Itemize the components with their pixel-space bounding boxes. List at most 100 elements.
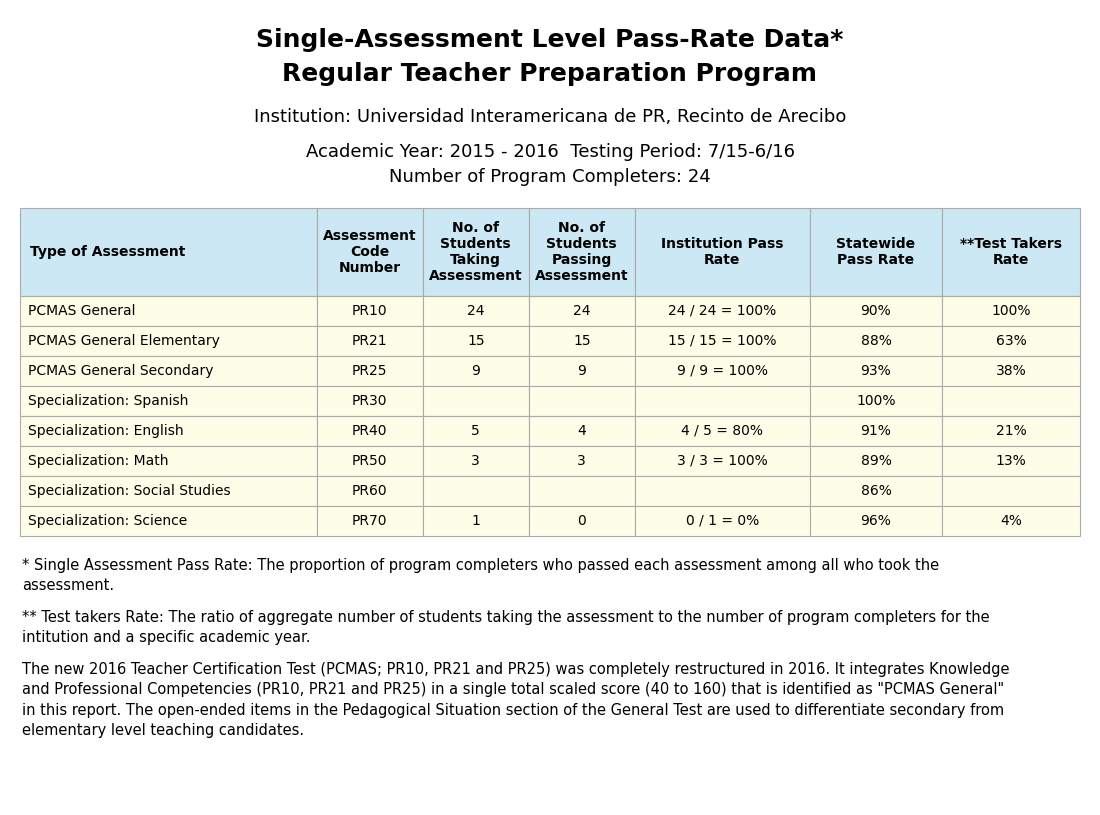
Bar <box>635 476 810 506</box>
Text: 96%: 96% <box>860 514 891 528</box>
Bar <box>529 446 635 476</box>
Text: 15: 15 <box>573 334 591 348</box>
Bar <box>943 506 1080 536</box>
Bar <box>422 446 529 476</box>
Text: 15: 15 <box>468 334 485 348</box>
Text: 4 / 5 = 80%: 4 / 5 = 80% <box>681 424 763 438</box>
Bar <box>943 296 1080 326</box>
Bar <box>529 416 635 446</box>
Text: 63%: 63% <box>996 334 1026 348</box>
Text: Number of Program Completers: 24: Number of Program Completers: 24 <box>389 168 711 186</box>
Bar <box>20 476 317 506</box>
Text: Specialization: Social Studies: Specialization: Social Studies <box>28 484 231 498</box>
Bar <box>635 446 810 476</box>
Text: * Single Assessment Pass Rate: The proportion of program completers who passed e: * Single Assessment Pass Rate: The propo… <box>22 558 939 593</box>
Text: PR10: PR10 <box>352 304 387 318</box>
Text: 9: 9 <box>472 364 481 378</box>
Bar <box>422 476 529 506</box>
Text: PR25: PR25 <box>352 364 387 378</box>
Text: Institution Pass
Rate: Institution Pass Rate <box>661 237 783 267</box>
Text: 24 / 24 = 100%: 24 / 24 = 100% <box>668 304 777 318</box>
Text: 24: 24 <box>573 304 591 318</box>
Bar <box>635 296 810 326</box>
Text: 4: 4 <box>578 424 586 438</box>
Bar <box>20 326 317 356</box>
Text: Specialization: Math: Specialization: Math <box>28 454 168 468</box>
Text: PR60: PR60 <box>352 484 387 498</box>
Bar <box>20 208 317 296</box>
Bar <box>317 506 422 536</box>
Text: 5: 5 <box>472 424 481 438</box>
Text: PR40: PR40 <box>352 424 387 438</box>
Text: 86%: 86% <box>860 484 891 498</box>
Text: PR70: PR70 <box>352 514 387 528</box>
Bar <box>529 386 635 416</box>
Bar <box>529 296 635 326</box>
Text: PR30: PR30 <box>352 394 387 408</box>
Bar <box>20 416 317 446</box>
Text: PR21: PR21 <box>352 334 387 348</box>
Text: 3: 3 <box>472 454 481 468</box>
Text: Regular Teacher Preparation Program: Regular Teacher Preparation Program <box>283 62 817 86</box>
Text: 9: 9 <box>578 364 586 378</box>
Text: 100%: 100% <box>991 304 1031 318</box>
Text: 24: 24 <box>468 304 484 318</box>
Text: No. of
Students
Passing
Assessment: No. of Students Passing Assessment <box>535 221 628 284</box>
Bar <box>422 296 529 326</box>
Bar <box>943 208 1080 296</box>
Bar <box>810 416 943 446</box>
Bar <box>810 446 943 476</box>
Bar <box>422 416 529 446</box>
Bar <box>317 356 422 386</box>
Bar <box>317 476 422 506</box>
Text: Academic Year: 2015 - 2016  Testing Period: 7/15-6/16: Academic Year: 2015 - 2016 Testing Perio… <box>306 143 794 161</box>
Text: The new 2016 Teacher Certification Test (PCMAS; PR10, PR21 and PR25) was complet: The new 2016 Teacher Certification Test … <box>22 662 1010 738</box>
Bar <box>810 208 943 296</box>
Bar <box>810 476 943 506</box>
Bar <box>20 506 317 536</box>
Bar <box>529 326 635 356</box>
Text: 90%: 90% <box>860 304 891 318</box>
Bar <box>943 326 1080 356</box>
Text: 15 / 15 = 100%: 15 / 15 = 100% <box>668 334 777 348</box>
Bar <box>943 386 1080 416</box>
Text: Single-Assessment Level Pass-Rate Data*: Single-Assessment Level Pass-Rate Data* <box>256 28 844 52</box>
Bar <box>317 416 422 446</box>
Bar <box>317 208 422 296</box>
Text: Assessment
Code
Number: Assessment Code Number <box>323 229 417 275</box>
Bar <box>810 296 943 326</box>
Text: 0 / 1 = 0%: 0 / 1 = 0% <box>685 514 759 528</box>
Text: PR50: PR50 <box>352 454 387 468</box>
Bar <box>810 506 943 536</box>
Text: Specialization: English: Specialization: English <box>28 424 184 438</box>
Bar <box>943 446 1080 476</box>
Bar <box>635 208 810 296</box>
Bar <box>635 416 810 446</box>
Text: Specialization: Science: Specialization: Science <box>28 514 187 528</box>
Bar <box>422 506 529 536</box>
Text: 21%: 21% <box>996 424 1026 438</box>
Text: 1: 1 <box>472 514 481 528</box>
Bar <box>529 506 635 536</box>
Bar <box>20 386 317 416</box>
Bar <box>317 296 422 326</box>
Bar <box>422 326 529 356</box>
Text: 4%: 4% <box>1000 514 1022 528</box>
Bar <box>422 356 529 386</box>
Bar <box>529 356 635 386</box>
Text: PCMAS General Elementary: PCMAS General Elementary <box>28 334 220 348</box>
Text: 38%: 38% <box>996 364 1026 378</box>
Bar <box>317 386 422 416</box>
Bar <box>635 326 810 356</box>
Text: 93%: 93% <box>860 364 891 378</box>
Text: PCMAS General Secondary: PCMAS General Secondary <box>28 364 213 378</box>
Bar <box>635 386 810 416</box>
Bar <box>810 356 943 386</box>
Bar <box>635 356 810 386</box>
Text: **Test Takers
Rate: **Test Takers Rate <box>960 237 1063 267</box>
Text: No. of
Students
Taking
Assessment: No. of Students Taking Assessment <box>429 221 522 284</box>
Bar <box>422 208 529 296</box>
Text: 100%: 100% <box>856 394 895 408</box>
Text: ** Test takers Rate: The ratio of aggregate number of students taking the assess: ** Test takers Rate: The ratio of aggreg… <box>22 610 990 645</box>
Bar <box>635 506 810 536</box>
